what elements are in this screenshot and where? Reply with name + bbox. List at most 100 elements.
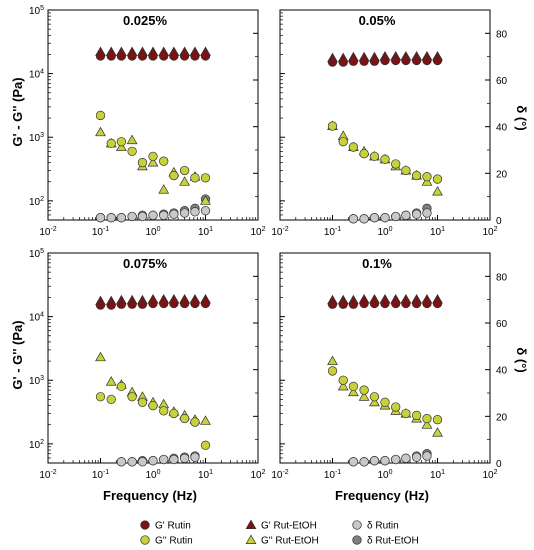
data-point: [391, 55, 401, 66]
y-right-tick-label: 60: [496, 319, 508, 330]
legend-label: δ Rut-EtOH: [367, 536, 419, 547]
data-point: [359, 214, 369, 224]
legend-marker: [352, 520, 362, 530]
data-point: [411, 170, 422, 181]
plot-frame: [47, 9, 259, 221]
y-left-tick-label: 105: [29, 5, 44, 17]
x-tick-label: 100: [145, 226, 160, 238]
data-point: [200, 195, 211, 205]
x-tick-label: 10-1: [324, 226, 341, 238]
data-point: [200, 51, 211, 61]
data-point: [159, 406, 169, 416]
data-point: [411, 55, 422, 66]
data-point: [347, 386, 359, 397]
legend-marker: [245, 534, 257, 544]
x-tick-label: 10-1: [92, 226, 109, 238]
data-point: [169, 298, 179, 309]
data-point: [380, 298, 390, 309]
data-point: [116, 213, 127, 223]
data-point: [169, 209, 179, 219]
x-tick-label: 101: [198, 226, 213, 238]
data-point: [411, 452, 422, 462]
plot-frame: [279, 252, 491, 464]
y-left-tick-label: 102: [29, 439, 44, 451]
data-point: [369, 456, 380, 466]
ylabel-right-bottom: δ (°): [514, 347, 529, 372]
data-point: [169, 170, 179, 181]
data-point: [137, 211, 148, 222]
y-right-tick-label: 20: [496, 412, 508, 423]
data-point: [127, 299, 137, 309]
data-point: [95, 213, 106, 223]
data-point: [369, 213, 380, 223]
data-point: [401, 210, 411, 220]
data-point: [116, 381, 127, 392]
panel-3: 10-2 10-1 100 101 102 102 103 104 105 0.075%: [29, 248, 266, 481]
data-point: [148, 151, 158, 162]
data-point: [401, 298, 411, 309]
ylabel-right-top: δ (°): [514, 105, 529, 130]
data-point: [190, 452, 200, 462]
y-left-tick-label: 104: [29, 69, 44, 81]
x-tick-label: 101: [430, 469, 445, 481]
series-g-rutin: [327, 55, 443, 67]
data-point: [105, 376, 117, 386]
data-point: [159, 51, 169, 61]
y-right-tick-label: 80: [496, 29, 508, 40]
data-point: [432, 427, 443, 437]
x-tick-label: 102: [482, 226, 497, 238]
data-point: [200, 173, 211, 183]
data-point: [422, 298, 432, 309]
data-point: [391, 298, 401, 309]
data-point: [422, 208, 432, 218]
data-point: [391, 211, 401, 222]
data-point: [158, 184, 170, 194]
data-point: [190, 417, 200, 427]
data-point: [369, 298, 380, 309]
data-point: [348, 457, 359, 467]
panel-title: 0.1%: [362, 256, 392, 271]
legend-item: G' Rutin: [140, 520, 191, 532]
series-g-rutin: [327, 366, 443, 425]
data-point: [106, 138, 116, 149]
data-point: [95, 392, 106, 402]
legend-label: G' Rut-EtOH: [261, 521, 317, 532]
data-point: [159, 210, 169, 220]
data-point: [127, 392, 137, 402]
data-point: [116, 457, 127, 467]
data-point: [359, 298, 369, 309]
legend-item: G'' Rutin: [140, 535, 193, 547]
data-point: [106, 300, 116, 310]
data-point: [421, 419, 433, 429]
data-point: [401, 453, 411, 463]
xlabel-left: Frequency (Hz): [103, 488, 197, 503]
series-g-rut-etoh: [327, 355, 443, 437]
data-point: [127, 51, 137, 61]
data-point: [348, 299, 359, 309]
data-point: [338, 57, 348, 67]
series-g-rutin: [95, 51, 211, 61]
data-point: [327, 355, 338, 366]
data-point: [422, 451, 432, 461]
x-tick-label: 10-1: [324, 469, 341, 481]
data-point: [348, 142, 359, 152]
y-right-tick-label: 20: [496, 169, 508, 180]
series-g-rut-etoh: [95, 126, 211, 205]
x-tick-label: 10-2: [39, 469, 56, 481]
data-point: [432, 55, 443, 66]
x-tick-label: 100: [377, 469, 392, 481]
series-g-rutin: [95, 381, 211, 450]
data-point: [391, 159, 401, 169]
series--rutin: [348, 451, 432, 467]
legend-marker: [245, 519, 257, 529]
data-point: [359, 385, 369, 395]
plot-frame: [47, 252, 259, 464]
data-point: [159, 298, 169, 309]
data-point: [369, 56, 380, 66]
data-point: [190, 207, 200, 217]
data-point: [432, 415, 443, 425]
x-tick-label: 10-2: [271, 226, 288, 238]
data-point: [348, 56, 359, 66]
y-right-tick-label: 60: [496, 76, 508, 87]
data-point: [137, 157, 148, 168]
